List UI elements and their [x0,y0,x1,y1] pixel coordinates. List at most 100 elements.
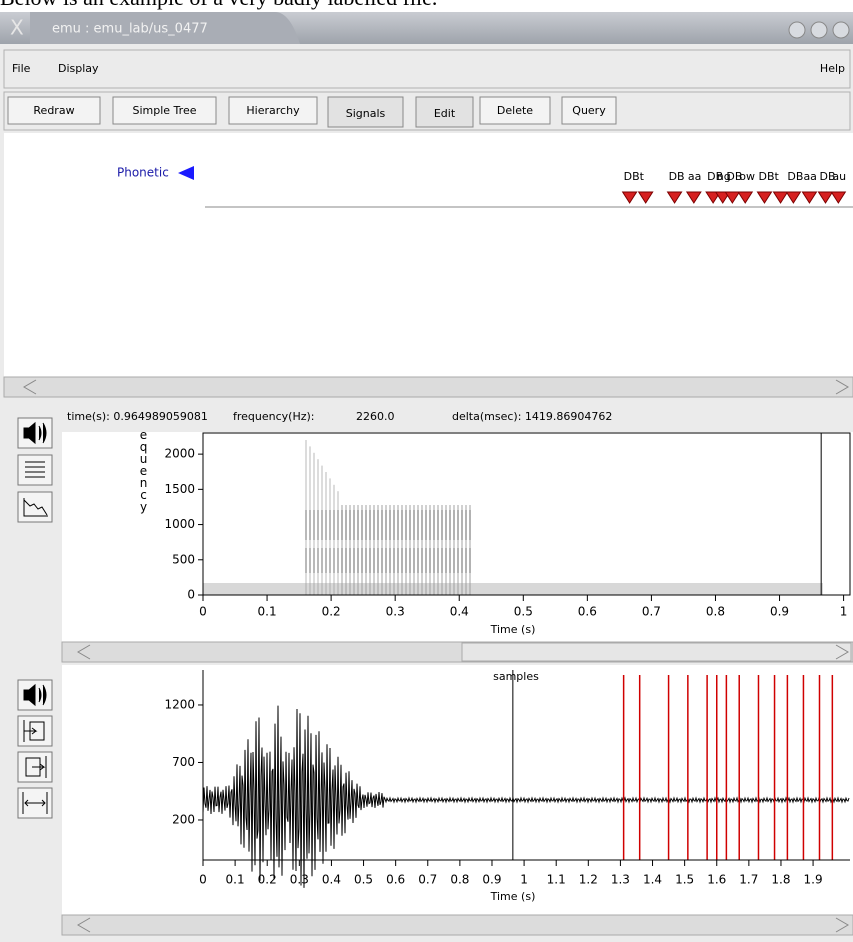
x-tick-label: 1.7 [739,873,758,887]
formant-stripe [425,510,427,540]
toolbar-button-label: Simple Tree [133,104,197,117]
segment-label: ow [739,170,755,183]
segment-label: DB [624,170,640,183]
formant-stripe [365,510,367,540]
window-title: emu : emu_lab/us_0477 [52,22,208,37]
segment-label: t [640,170,645,183]
tier-name: Phonetic [117,166,169,180]
scrollbar[interactable] [4,377,853,397]
x-tick-label: 0 [199,605,207,619]
menu-item[interactable]: Help [820,62,845,75]
formant-stripe [345,548,347,573]
y-tick-label: 1500 [164,482,195,496]
formant-stripe [393,548,395,573]
formant-stripe [429,510,431,540]
x-axis-label: Time (s) [490,890,536,903]
scrollbar[interactable] [62,642,853,662]
x-tick-label: 0.4 [322,873,341,887]
x-logo: X [10,16,24,40]
x-tick-label: 1 [520,873,528,887]
y-tick-label: 500 [172,552,195,566]
formant-stripe [409,548,411,573]
formant-stripe [357,510,359,540]
formant-stripe [349,510,351,540]
menu-item[interactable]: Display [58,62,99,75]
x-tick-label: 0.7 [642,605,661,619]
formant-stripe [397,548,399,573]
x-tick-label: 1.5 [675,873,694,887]
formant-stripe [373,548,375,573]
status-frequency-label: frequency(Hz): [233,410,315,423]
screen: Below is an example of a very badly labe… [0,0,853,942]
formant-stripe [345,510,347,540]
formant-stripe [349,548,351,573]
minimize-button[interactable] [789,22,805,38]
formant-stripe [401,510,403,540]
formant-stripe [381,510,383,540]
formant-stripe [397,510,399,540]
x-tick-label: 0.4 [450,605,469,619]
formant-stripe [329,548,331,573]
formant-stripe [369,548,371,573]
toolbar-button-label: Hierarchy [246,104,300,117]
formant-stripe [353,510,355,540]
slice-button[interactable] [18,492,52,522]
toolbar-button-label: Query [572,104,606,117]
formant-stripe [377,510,379,540]
formant-stripe [465,510,467,540]
formant-stripe [453,510,455,540]
x-tick-label: 0.6 [578,605,597,619]
formant-stripe [353,548,355,573]
formant-stripe [433,548,435,573]
formant-stripe [409,510,411,540]
maximize-button[interactable] [811,22,827,38]
scrollbar[interactable] [62,915,853,935]
x-tick-label: 0.1 [226,873,245,887]
formant-stripe [321,548,323,573]
formant-stripe [445,510,447,540]
x-tick-label: 0.9 [482,873,501,887]
formant-stripe [445,548,447,573]
formant-stripe [405,548,407,573]
formant-stripe [377,548,379,573]
formant-stripe [413,548,415,573]
formant-stripe [329,510,331,540]
segment-label: DB [758,170,774,183]
formant-stripe [385,548,387,573]
x-tick-label: 1.4 [643,873,662,887]
formant-stripe [333,548,335,573]
energy-band [203,583,823,595]
x-tick-label: 1.2 [579,873,598,887]
formant-stripe [325,548,327,573]
formant-stripe [393,510,395,540]
x-tick-label: 1.9 [804,873,823,887]
formant-stripe [381,548,383,573]
plot-title: samples [493,670,539,683]
menu-item[interactable]: File [12,62,31,75]
x-tick-label: 1.6 [707,873,726,887]
menu-bar [4,50,850,88]
y-tick-label: 0 [187,588,195,602]
formant-stripe [421,548,423,573]
caption: Below is an example of a very badly labe… [0,0,437,10]
x-tick-label: 0.2 [258,873,277,887]
formant-stripe [337,491,339,595]
x-tick-label: 0.7 [418,873,437,887]
formant-stripe [457,548,459,573]
formant-stripe [385,510,387,540]
formant-stripe [437,548,439,573]
formant-stripe [321,510,323,540]
close-button[interactable] [833,22,849,38]
formant-stripe [457,510,459,540]
status-delta: delta(msec): 1419.86904762 [452,410,612,423]
page: { "caption": "Below is an example of a v… [0,0,853,942]
formant-stripe [305,548,307,573]
formant-stripe [341,510,343,540]
x-tick-label: 0.9 [770,605,789,619]
formant-stripe [373,510,375,540]
x-tick-label: 0.1 [258,605,277,619]
segment-label: DB [787,170,803,183]
x-tick-label: 0 [199,873,207,887]
format-button[interactable] [18,455,52,485]
